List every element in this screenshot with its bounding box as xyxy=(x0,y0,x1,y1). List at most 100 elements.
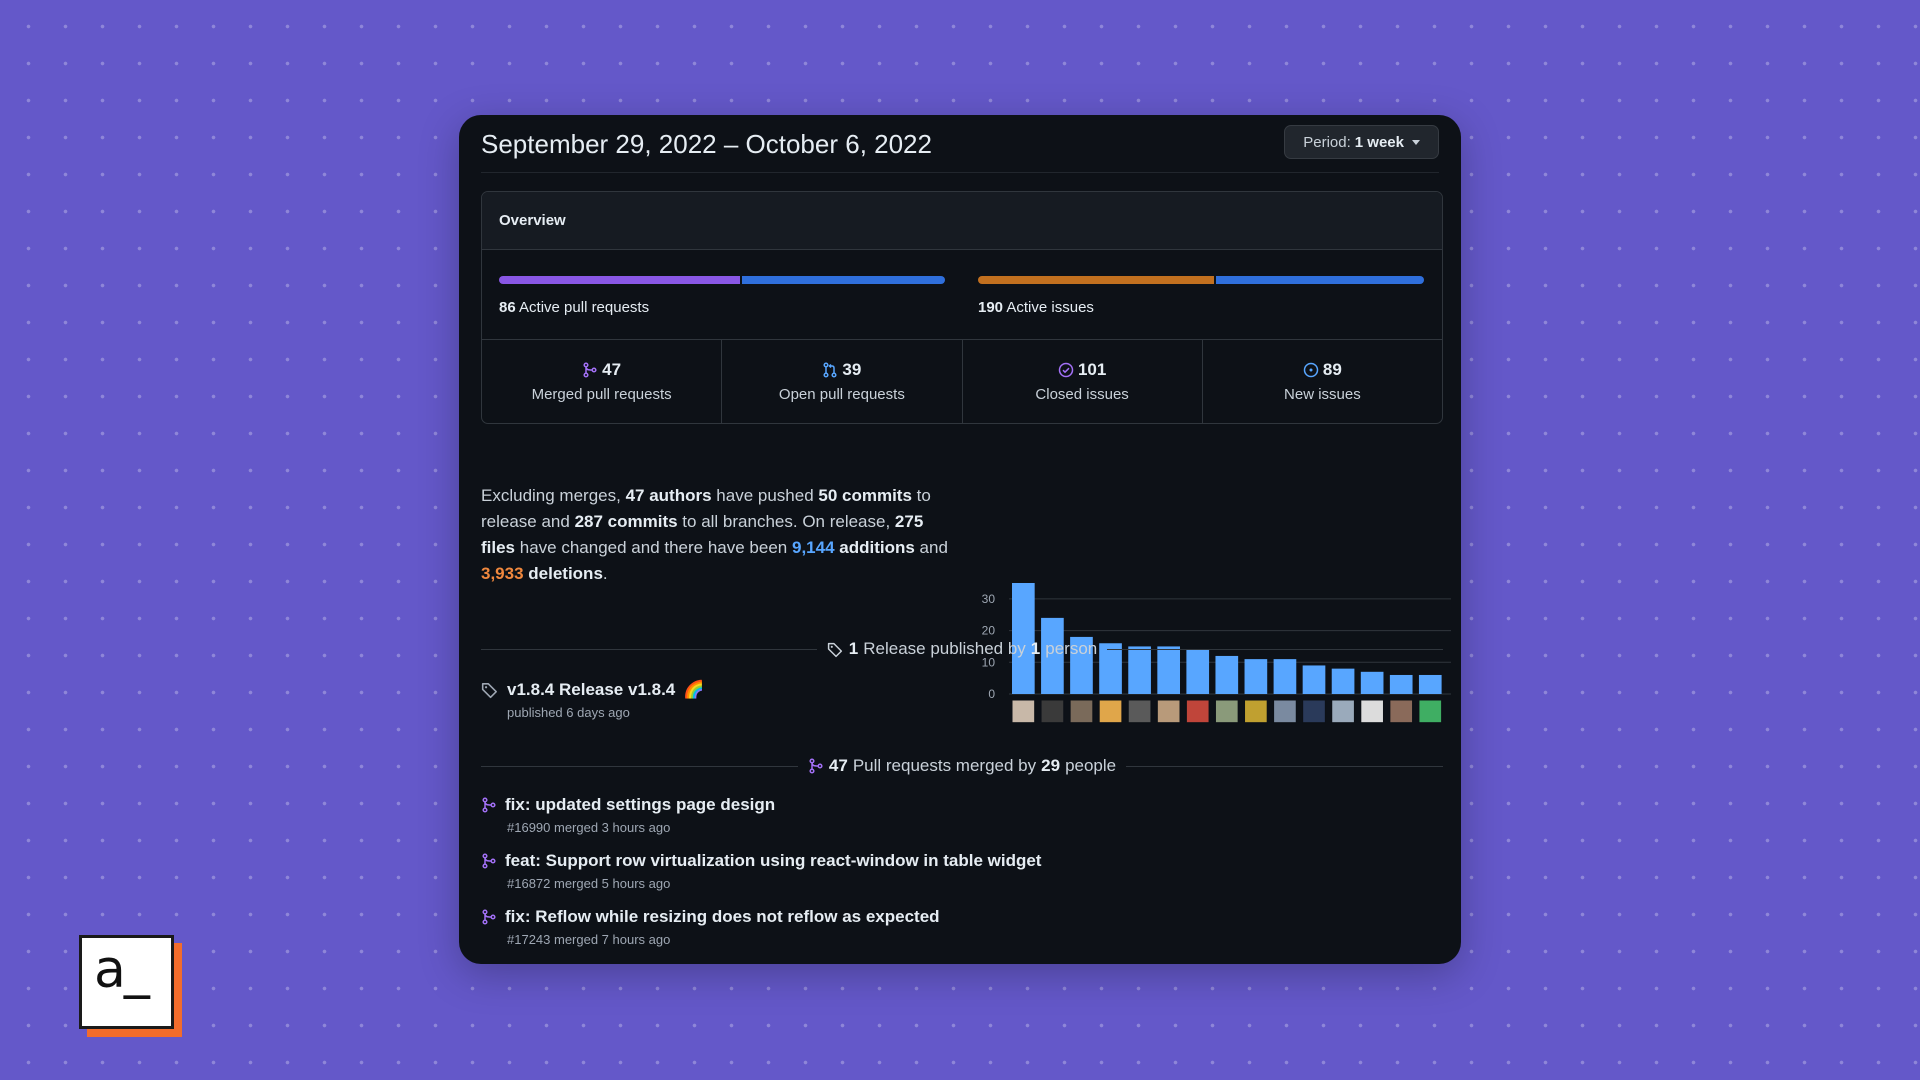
divider-line xyxy=(481,765,798,767)
contributor-avatar[interactable] xyxy=(1331,699,1355,724)
contributor-avatar[interactable] xyxy=(1156,699,1181,724)
contributor-avatar[interactable] xyxy=(1214,699,1239,724)
active-issues-bar xyxy=(978,276,1424,284)
chart-bar[interactable] xyxy=(1186,649,1210,694)
list-item: fix: Reflow while resizing does not refl… xyxy=(481,907,1041,963)
active-issues-label[interactable]: 190 Active issues xyxy=(978,299,1424,316)
insights-card: September 29, 2022 – October 6, 2022 Per… xyxy=(459,115,1461,964)
chart-bar[interactable] xyxy=(1070,636,1093,694)
summary-text: have changed and there have been xyxy=(515,538,792,557)
chart-bar[interactable] xyxy=(1215,655,1239,694)
git-merge-icon xyxy=(809,758,823,774)
summary-commits-all: 287 commits xyxy=(574,512,678,531)
chart-bar[interactable] xyxy=(1128,646,1151,694)
git-merge-icon xyxy=(482,797,496,813)
stat-closed-value: 101 xyxy=(1077,360,1107,379)
pr-heading-tail: people xyxy=(1065,756,1117,775)
pr-title-link[interactable]: fix: updated settings page design xyxy=(505,795,776,814)
summary-text: and xyxy=(914,538,948,557)
chart-bar[interactable] xyxy=(1360,671,1384,694)
stat-new-issues[interactable]: 89 New issues xyxy=(1203,340,1442,423)
contributor-avatar[interactable] xyxy=(1127,699,1152,724)
contributor-avatar[interactable] xyxy=(1302,699,1326,724)
rainbow-icon: 🌈 xyxy=(683,680,705,700)
git-merge-icon xyxy=(482,909,496,925)
chart-bar[interactable] xyxy=(1041,617,1064,694)
logo-text: a_ xyxy=(94,940,150,1000)
tag-icon xyxy=(481,683,497,699)
commit-summary: Excluding merges, 47 authors have pushed… xyxy=(481,483,959,587)
chart-bar[interactable] xyxy=(1099,643,1122,694)
release-count: 1 xyxy=(848,639,859,658)
period-value: 1 week xyxy=(1354,133,1404,151)
summary-text: to release and xyxy=(481,486,931,531)
contributor-avatar[interactable] xyxy=(1040,699,1065,724)
period-dropdown[interactable]: Period: 1 week xyxy=(1284,125,1439,159)
summary-additions-word: additions xyxy=(834,538,915,557)
new-issues-segment xyxy=(1216,276,1424,284)
overview-title: Overview xyxy=(482,192,1442,250)
chart-bar[interactable] xyxy=(1244,659,1268,694)
pr-divider: 47 Pull requests merged by 29 people xyxy=(481,755,1444,777)
git-merge-icon xyxy=(583,362,597,378)
pr-heading-text: Pull requests merged by xyxy=(852,756,1037,775)
pr-heading: 47 Pull requests merged by 29 people xyxy=(798,756,1126,776)
pr-title-link[interactable]: fix: Reflow while resizing does not refl… xyxy=(505,907,940,926)
pr-meta: #17243 merged 7 hours ago xyxy=(507,932,671,947)
summary-deletions-count: 3,933 xyxy=(481,564,524,583)
contributor-avatar[interactable] xyxy=(1273,699,1297,724)
release-published-time: published 6 days ago xyxy=(507,705,630,720)
git-pull-request-icon xyxy=(823,362,837,378)
release-heading-text: Release published by xyxy=(863,639,1026,658)
caret-down-icon xyxy=(1412,139,1420,145)
stat-merged-label: Merged pull requests xyxy=(531,386,672,403)
active-prs-text: Active pull requests xyxy=(519,299,650,316)
pr-meta: #16872 merged 5 hours ago xyxy=(507,876,671,891)
stat-closed-issues[interactable]: 101 Closed issues xyxy=(963,340,1203,423)
issue-closed-icon xyxy=(1058,362,1074,378)
stat-merged-prs[interactable]: 47 Merged pull requests xyxy=(482,340,723,423)
date-range-title: September 29, 2022 – October 6, 2022 xyxy=(481,129,932,159)
release-divider: 1 Release published by 1 person xyxy=(481,638,1444,660)
chart-bar[interactable] xyxy=(1389,674,1413,694)
issue-opened-icon xyxy=(1303,362,1319,378)
chart-bar[interactable] xyxy=(1302,665,1326,694)
contributor-avatar[interactable] xyxy=(1418,699,1443,724)
active-prs-count: 86 xyxy=(499,299,516,316)
chart-bar[interactable] xyxy=(1418,674,1442,694)
divider-line xyxy=(1126,765,1444,767)
overview-panel: Overview 86 Active pull requests 190 xyxy=(481,191,1443,424)
summary-additions-count: 9,144 xyxy=(791,538,835,557)
release-heading-tail: person xyxy=(1045,639,1098,658)
chart-bar[interactable] xyxy=(1273,659,1297,694)
logo-box: a_ xyxy=(79,935,174,1029)
chart-bar[interactable] xyxy=(1012,583,1035,694)
release-heading: 1 Release published by 1 person xyxy=(817,639,1107,659)
card-header: September 29, 2022 – October 6, 2022 Per… xyxy=(481,115,1439,173)
contributor-avatar[interactable] xyxy=(1389,699,1414,724)
stat-closed-label: Closed issues xyxy=(1035,386,1129,403)
contributor-avatar[interactable] xyxy=(1098,699,1123,724)
chart-bar[interactable] xyxy=(1157,646,1181,694)
contributor-avatar[interactable] xyxy=(1011,699,1036,724)
appsmith-logo: a_ xyxy=(79,935,182,1037)
git-merge-icon xyxy=(482,853,496,869)
contributor-avatar[interactable] xyxy=(1244,699,1268,724)
summary-text: . xyxy=(602,564,608,583)
active-prs-label[interactable]: 86 Active pull requests xyxy=(499,299,945,316)
chart-bar[interactable] xyxy=(1331,668,1355,694)
contributor-avatar[interactable] xyxy=(1185,699,1210,724)
contributor-avatar[interactable] xyxy=(1069,699,1094,724)
pr-meta: #16990 merged 3 hours ago xyxy=(507,820,671,835)
summary-text: have pushed xyxy=(711,486,819,505)
pr-title-link[interactable]: feat: Support row virtualization using r… xyxy=(505,851,1042,870)
release-title-link[interactable]: v1.8.4 Release v1.8.4 xyxy=(507,680,676,699)
stat-open-prs[interactable]: 39 Open pull requests xyxy=(722,340,963,423)
stat-open-label: Open pull requests xyxy=(778,386,905,403)
summary-deletions-word: deletions xyxy=(523,564,603,583)
pr-count: 47 xyxy=(828,756,848,775)
summary-files: 275 files xyxy=(481,512,924,557)
active-issues-block: 190 Active issues xyxy=(978,276,1424,316)
contributor-avatar[interactable] xyxy=(1360,699,1384,724)
divider-line xyxy=(481,648,817,650)
